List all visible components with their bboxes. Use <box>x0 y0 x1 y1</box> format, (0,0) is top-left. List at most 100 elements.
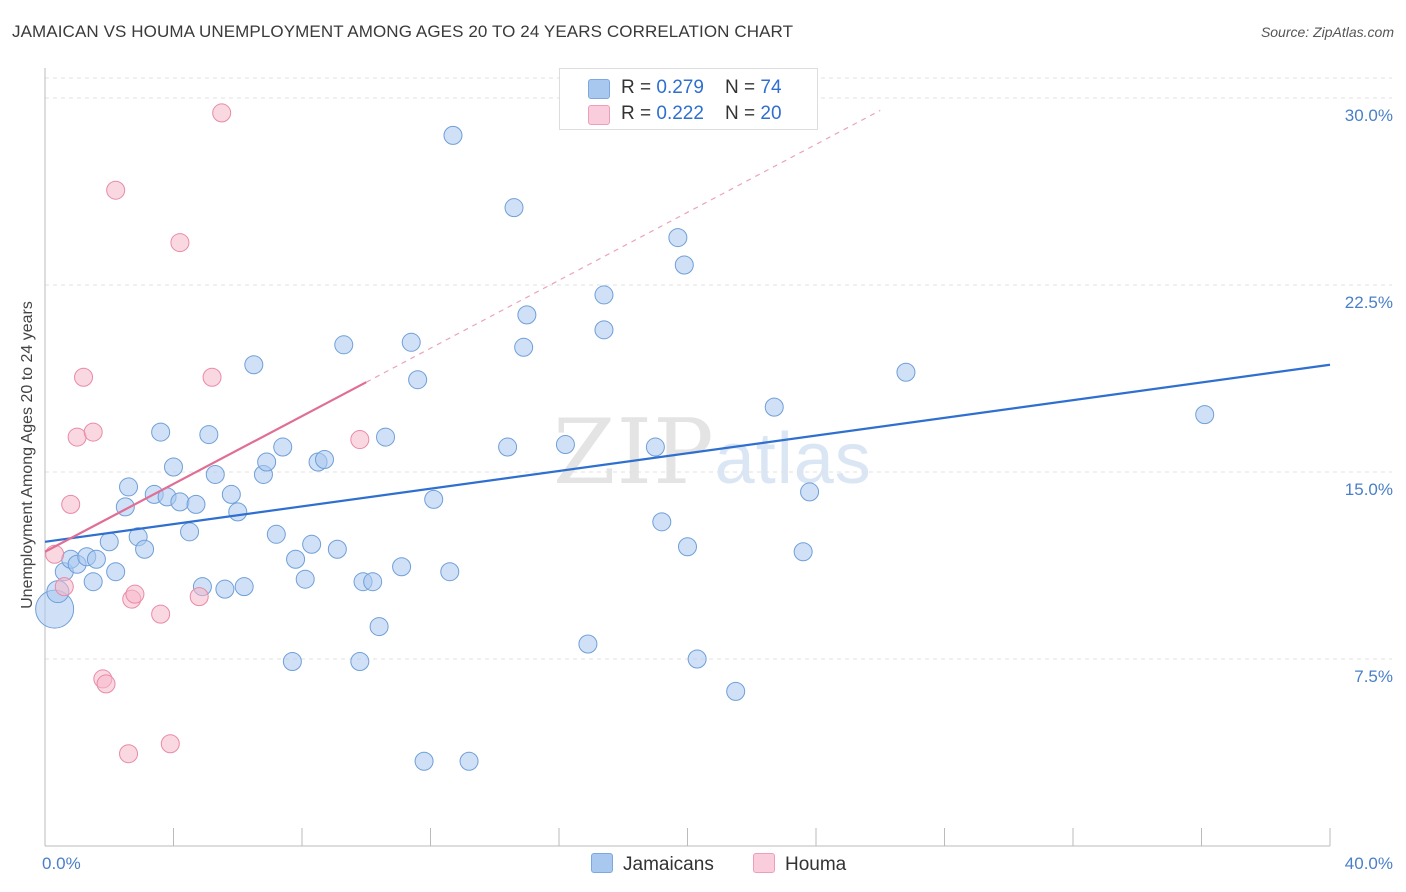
jamaicans-point <box>135 539 155 559</box>
bottom-legend-swatch-jamaicans <box>591 853 613 873</box>
r-value: 0.279 <box>656 77 704 98</box>
bottom-legend-houma: Houma <box>753 853 846 876</box>
jamaicans-point <box>726 681 746 701</box>
houma-point <box>74 367 94 387</box>
jamaicans-point <box>234 577 254 597</box>
jamaicans-point <box>314 450 334 470</box>
jamaicans-point <box>164 457 183 477</box>
y-tick-label: 15.0% <box>1345 480 1393 499</box>
jamaicans-point <box>327 539 347 559</box>
houma-point <box>106 180 126 200</box>
jamaicans-point <box>594 285 614 305</box>
jamaicans-point <box>687 649 707 669</box>
jamaicans-point <box>645 437 665 457</box>
jamaicans-point <box>83 572 103 592</box>
x-tick-label: 40.0% <box>1345 854 1393 873</box>
jamaicans-point <box>86 549 106 569</box>
legend-stats-jamaicans: R = 0.279 N = 74 <box>621 77 782 99</box>
houma-point <box>61 494 81 514</box>
legend-swatch-jamaicans <box>588 79 610 99</box>
jamaicans-point <box>334 335 354 355</box>
data-points <box>35 103 1215 771</box>
jamaicans-point <box>800 482 820 502</box>
jamaicans-point <box>674 255 694 275</box>
legend-swatch-houma <box>588 105 610 125</box>
jamaicans-point <box>514 337 534 357</box>
jamaicans-point <box>504 198 524 218</box>
jamaicans-point <box>376 427 396 447</box>
jamaicans-point <box>578 634 598 654</box>
r-label: R = <box>621 77 657 98</box>
jamaicans-point <box>282 651 302 671</box>
houma-point <box>54 577 74 597</box>
r-label: R = <box>621 103 657 124</box>
y-axis-label: Unemployment Among Ages 20 to 24 years <box>19 301 36 609</box>
jamaicans-point <box>392 557 412 577</box>
correlation-legend: R = 0.279 N = 74 R = 0.222 N = 20 <box>559 68 818 130</box>
jamaicans-point <box>199 425 219 445</box>
legend-stats-houma: R = 0.222 N = 20 <box>621 103 782 125</box>
source-credit: Source: ZipAtlas.com <box>1260 24 1394 40</box>
x-tick-label: 0.0% <box>42 854 81 873</box>
jamaicans-point <box>443 125 463 145</box>
houma-point <box>83 422 103 442</box>
houma-point <box>151 604 171 624</box>
houma-trend-extension <box>365 109 881 383</box>
jamaicans-point <box>266 524 286 544</box>
jamaicans-point <box>295 569 315 589</box>
jamaicans-point <box>793 542 813 562</box>
bottom-legend-label-jamaicans: Jamaicans <box>623 854 714 875</box>
jamaicans-point <box>244 355 264 375</box>
jamaicans-point <box>401 332 421 352</box>
jamaicans-point <box>414 751 434 771</box>
jamaicans-trend-line <box>44 363 1331 543</box>
jamaicans-point <box>302 534 322 554</box>
jamaicans-point <box>186 494 206 514</box>
houma-point <box>202 367 222 387</box>
houma-point <box>212 103 232 123</box>
jamaicans-point <box>424 489 444 509</box>
jamaicans-point <box>517 305 537 325</box>
jamaicans-point <box>119 477 139 497</box>
n-label: N = <box>725 103 761 124</box>
jamaicans-point <box>228 502 248 522</box>
r-value: 0.222 <box>656 103 704 124</box>
houma-point <box>67 427 87 447</box>
jamaicans-point <box>99 532 119 552</box>
houma-point <box>125 584 145 604</box>
n-label: N = <box>725 77 761 98</box>
houma-trend-line <box>44 381 367 553</box>
jamaicans-point <box>555 435 575 455</box>
jamaicans-point <box>668 228 688 248</box>
bottom-legend-swatch-houma <box>753 853 775 873</box>
jamaicans-point <box>678 537 697 557</box>
y-tick-label: 7.5% <box>1354 667 1393 686</box>
jamaicans-point <box>652 512 672 532</box>
jamaicans-point <box>498 437 518 457</box>
jamaicans-point <box>170 492 190 512</box>
houma-point <box>189 587 209 607</box>
trend-lines <box>44 109 1331 553</box>
jamaicans-point <box>151 422 171 442</box>
tick-labels: 7.5% 15.0% 22.5% 30.0% 0.0% 40.0% <box>42 106 1393 873</box>
jamaicans-point <box>896 362 916 382</box>
jamaicans-point <box>273 437 293 457</box>
jamaicans-point <box>221 484 241 504</box>
jamaicans-point <box>215 579 235 599</box>
y-tick-label: 30.0% <box>1345 106 1393 125</box>
jamaicans-point <box>363 572 383 592</box>
n-value: 74 <box>760 77 782 98</box>
houma-point <box>170 233 190 253</box>
jamaicans-point <box>459 751 479 771</box>
jamaicans-point <box>594 320 614 340</box>
jamaicans-point <box>180 522 200 542</box>
jamaicans-point <box>286 549 306 569</box>
jamaicans-point <box>257 452 277 472</box>
jamaicans-point <box>764 397 784 417</box>
houma-point <box>96 674 116 694</box>
n-value: 20 <box>760 103 782 124</box>
axes <box>44 68 1331 847</box>
houma-point <box>119 744 139 764</box>
chart-title: JAMAICAN VS HOUMA UNEMPLOYMENT AMONG AGE… <box>12 22 794 41</box>
